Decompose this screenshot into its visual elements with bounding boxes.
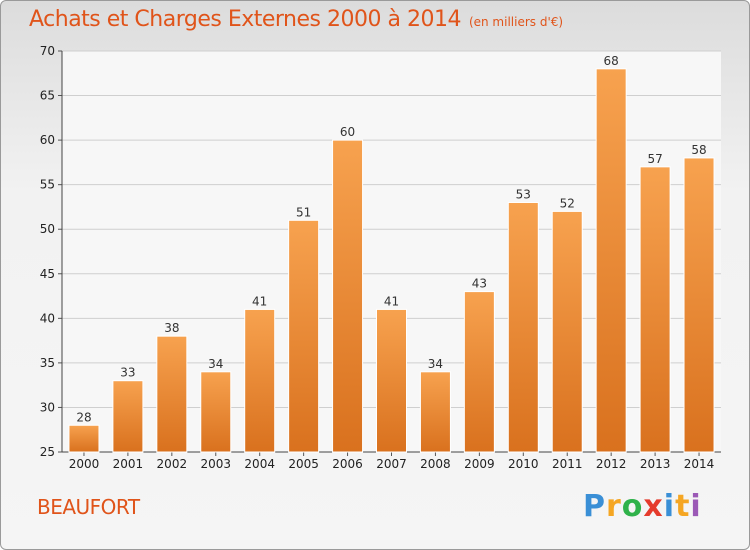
value-label-2014: 58 <box>691 143 706 157</box>
chart-title: Achats et Charges Externes 2000 à 2014 (e… <box>29 7 563 32</box>
bar-2001 <box>112 380 144 453</box>
y-tick-label: 70 <box>40 44 55 58</box>
logo-letter: t <box>675 489 691 524</box>
value-label-2000: 28 <box>76 410 91 424</box>
x-tick-label-2000: 2000 <box>69 457 100 471</box>
bar-2007 <box>376 308 407 453</box>
bar-2004 <box>244 308 276 453</box>
logo-letter: P <box>583 489 606 524</box>
bar-2010 <box>507 201 539 453</box>
value-label-2008: 34 <box>428 357 443 371</box>
labels: 28 2000 33 2001 38 2002 34 2003 41 2004 51 2005 60 20… <box>69 54 715 471</box>
x-tick-label-2002: 2002 <box>157 457 188 471</box>
chart-title-text: Achats et Charges Externes 2000 à 2014 <box>29 7 461 32</box>
bar-2012 <box>595 68 627 453</box>
y-tick-label: 45 <box>40 267 55 281</box>
place-name: BEAUFORT <box>37 495 140 519</box>
bar-2003 <box>200 371 232 453</box>
y-tick-label: 55 <box>40 178 55 192</box>
value-label-2001: 33 <box>120 366 135 380</box>
value-label-2007: 41 <box>384 294 399 308</box>
chart-unit-label: (en milliers d'€) <box>468 15 564 29</box>
y-tick-label: 50 <box>40 222 55 236</box>
y-tick-label: 40 <box>40 311 55 325</box>
y-tick-label: 30 <box>40 400 55 414</box>
bar-2013 <box>639 166 671 453</box>
y-tick-label: 25 <box>40 445 55 459</box>
bar-2005 <box>288 219 320 453</box>
value-label-2010: 53 <box>516 187 531 201</box>
bar-2009 <box>463 291 495 453</box>
x-tick-label-2011: 2011 <box>552 457 583 471</box>
logo-letter: i <box>663 489 676 524</box>
logo-letter: x <box>643 489 664 524</box>
x-tick-label-2005: 2005 <box>288 457 319 471</box>
bar-2011 <box>551 210 583 453</box>
value-label-2012: 68 <box>604 54 619 68</box>
value-label-2005: 51 <box>296 205 311 219</box>
x-tick-label-2010: 2010 <box>508 457 539 471</box>
bar-2008 <box>419 371 451 453</box>
y-tick-label: 65 <box>40 89 55 103</box>
x-tick-label-2008: 2008 <box>420 457 451 471</box>
y-tick-label: 60 <box>40 133 55 147</box>
x-tick-label-2007: 2007 <box>376 457 407 471</box>
value-label-2006: 60 <box>340 125 355 139</box>
value-label-2013: 57 <box>647 152 662 166</box>
x-tick-label-2006: 2006 <box>332 457 363 471</box>
logo-letter: r <box>606 489 622 524</box>
bar-2014 <box>683 157 715 453</box>
bar-2006 <box>332 139 364 453</box>
x-tick-label-2009: 2009 <box>464 457 495 471</box>
value-label-2004: 41 <box>252 294 267 308</box>
x-tick-label-2013: 2013 <box>640 457 671 471</box>
x-tick-label-2012: 2012 <box>596 457 627 471</box>
logo-letter: o <box>621 489 644 524</box>
proxiti-logo[interactable]: Proxiti <box>583 489 702 524</box>
x-tick-label-2003: 2003 <box>200 457 231 471</box>
x-tick-label-2014: 2014 <box>684 457 715 471</box>
value-label-2011: 52 <box>560 196 575 210</box>
x-tick-label-2001: 2001 <box>113 457 144 471</box>
value-label-2002: 38 <box>164 321 179 335</box>
logo-letter: i <box>690 489 702 524</box>
value-label-2003: 34 <box>208 357 223 371</box>
bar-2000 <box>68 424 100 453</box>
value-label-2009: 43 <box>472 277 487 291</box>
bars <box>68 68 715 453</box>
bar-2002 <box>156 335 188 453</box>
y-tick-label: 35 <box>40 356 55 370</box>
x-tick-label-2004: 2004 <box>244 457 275 471</box>
